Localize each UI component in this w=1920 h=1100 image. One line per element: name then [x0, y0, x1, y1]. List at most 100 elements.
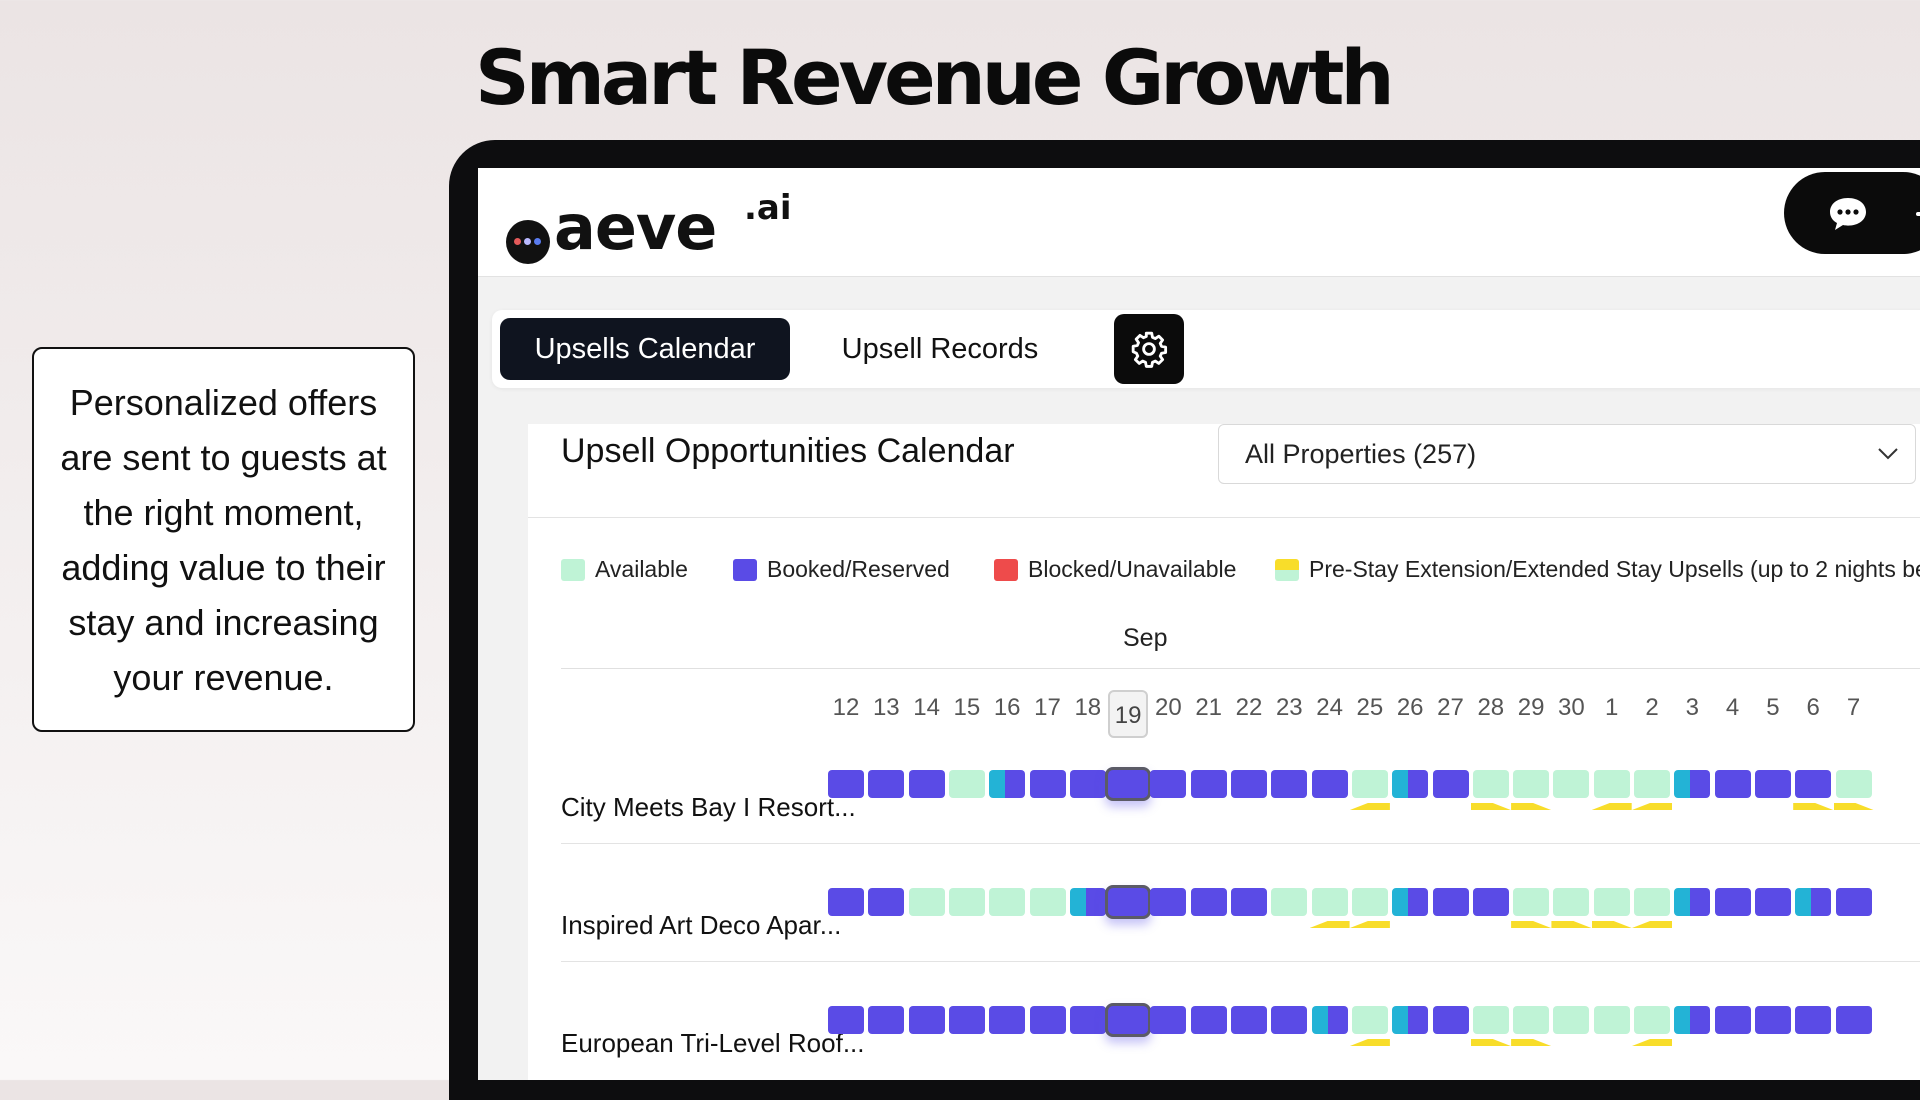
calendar-cell-booked[interactable]	[1190, 1006, 1227, 1034]
calendar-cell-booked[interactable]	[1150, 888, 1187, 916]
calendar-cell-booked[interactable]	[908, 1006, 945, 1034]
property-select[interactable]: All Properties (257)	[1218, 424, 1916, 484]
tab-upsell-records[interactable]: Upsell Records	[841, 332, 1039, 365]
calendar-cell-checkin[interactable]	[1311, 1006, 1348, 1034]
tab-upsells-calendar[interactable]: Upsells Calendar	[500, 318, 790, 380]
upsell-marker[interactable]	[1470, 803, 1511, 810]
calendar-cell-booked[interactable]	[1754, 1006, 1791, 1034]
calendar-cell-booked[interactable]	[1069, 770, 1106, 798]
calendar-cell-booked[interactable]	[1190, 888, 1227, 916]
calendar-cell-booked[interactable]	[1432, 1006, 1469, 1034]
upsell-marker[interactable]	[1309, 921, 1350, 928]
calendar-cell-booked[interactable]	[1105, 1003, 1152, 1037]
settings-button[interactable]	[1114, 314, 1184, 384]
calendar-cell-booked[interactable]	[1231, 770, 1267, 798]
calendar-cell-available[interactable]	[1029, 888, 1066, 916]
calendar-cell-checkin[interactable]	[989, 770, 1026, 798]
calendar-cell-booked[interactable]	[1795, 1006, 1832, 1034]
upsell-marker[interactable]	[1349, 803, 1390, 810]
calendar-cell-booked[interactable]	[1105, 885, 1152, 919]
calendar-cell-booked[interactable]	[868, 888, 905, 916]
calendar-cell-available[interactable]	[1835, 770, 1872, 798]
calendar-cell-available[interactable]	[1553, 1006, 1590, 1034]
calendar-cell-checkin[interactable]	[1069, 888, 1106, 916]
calendar-cell-checkin[interactable]	[1392, 770, 1429, 798]
property-name[interactable]: City Meets Bay I Resort...	[561, 792, 856, 822]
upsell-marker[interactable]	[1511, 921, 1552, 928]
calendar-cell-available[interactable]	[989, 888, 1026, 916]
calendar-cell-booked[interactable]	[1190, 770, 1227, 798]
chat-button[interactable]	[1784, 172, 1920, 254]
upsell-marker[interactable]	[1793, 803, 1834, 810]
calendar-cell-available[interactable]	[1634, 1006, 1670, 1034]
calendar-cell-available[interactable]	[1513, 1006, 1550, 1034]
calendar-cell-booked[interactable]	[1311, 770, 1348, 798]
calendar-cell-booked[interactable]	[948, 1006, 985, 1034]
calendar-cell-booked[interactable]	[908, 770, 945, 798]
upsell-marker[interactable]	[1511, 1039, 1552, 1046]
calendar-cell-available[interactable]	[948, 770, 985, 798]
calendar-cell-booked[interactable]	[1835, 1006, 1872, 1034]
calendar-cell-booked[interactable]	[1754, 770, 1791, 798]
calendar-cell-checkin[interactable]	[1674, 770, 1711, 798]
calendar-cell-booked[interactable]	[1432, 888, 1469, 916]
calendar-cell-booked[interactable]	[1231, 1006, 1267, 1034]
calendar-cell-booked[interactable]	[1714, 888, 1751, 916]
calendar-cell-available[interactable]	[1593, 888, 1630, 916]
calendar-cell-available[interactable]	[1351, 888, 1388, 916]
calendar-cell-booked[interactable]	[1029, 770, 1066, 798]
calendar-cell-booked[interactable]	[1150, 770, 1187, 798]
upsell-marker[interactable]	[1470, 1039, 1511, 1046]
upsell-marker[interactable]	[1511, 803, 1552, 810]
calendar-cell-available[interactable]	[1593, 770, 1630, 798]
calendar-cell-booked[interactable]	[1714, 1006, 1751, 1034]
calendar-cell-checkin[interactable]	[1674, 1006, 1711, 1034]
upsell-marker[interactable]	[1349, 1039, 1390, 1046]
calendar-cell-available[interactable]	[1593, 1006, 1630, 1034]
upsell-marker[interactable]	[1591, 921, 1632, 928]
calendar-cell-available[interactable]	[948, 888, 985, 916]
upsell-marker[interactable]	[1591, 803, 1632, 810]
calendar-cell-available[interactable]	[1634, 888, 1670, 916]
calendar-cell-booked[interactable]	[1231, 888, 1267, 916]
upsell-marker[interactable]	[1551, 921, 1592, 928]
calendar-cell-available[interactable]	[1311, 888, 1348, 916]
calendar-cell-booked[interactable]	[1472, 888, 1509, 916]
calendar-cell-booked[interactable]	[868, 770, 905, 798]
calendar-cell-available[interactable]	[1472, 770, 1509, 798]
calendar-cell-available[interactable]	[1634, 770, 1670, 798]
calendar-cell-booked[interactable]	[868, 1006, 905, 1034]
calendar-cell-booked[interactable]	[1835, 888, 1872, 916]
calendar-cell-available[interactable]	[1351, 770, 1388, 798]
upsell-marker[interactable]	[1632, 921, 1672, 928]
calendar-cell-checkin[interactable]	[1392, 1006, 1429, 1034]
calendar-cell-available[interactable]	[1351, 1006, 1388, 1034]
property-name[interactable]: European Tri-Level Roof...	[561, 1028, 865, 1058]
upsell-marker[interactable]	[1632, 803, 1672, 810]
calendar-cell-available[interactable]	[1553, 888, 1590, 916]
calendar-cell-booked[interactable]	[1714, 770, 1751, 798]
calendar-cell-available[interactable]	[1271, 888, 1308, 916]
property-name[interactable]: Inspired Art Deco Apar...	[561, 910, 842, 940]
calendar-cell-booked[interactable]	[828, 888, 864, 916]
calendar-cell-booked[interactable]	[1271, 770, 1308, 798]
calendar-cell-available[interactable]	[1513, 770, 1550, 798]
calendar-cell-available[interactable]	[908, 888, 945, 916]
calendar-cell-available[interactable]	[1472, 1006, 1509, 1034]
calendar-cell-booked[interactable]	[1754, 888, 1791, 916]
calendar-cell-booked[interactable]	[1069, 1006, 1106, 1034]
calendar-cell-checkin[interactable]	[1795, 888, 1832, 916]
calendar-cell-booked[interactable]	[989, 1006, 1026, 1034]
calendar-cell-booked[interactable]	[1271, 1006, 1308, 1034]
calendar-cell-checkin[interactable]	[1392, 888, 1429, 916]
calendar-cell-booked[interactable]	[828, 1006, 864, 1034]
calendar-cell-booked[interactable]	[1029, 1006, 1066, 1034]
menu-stub-icon[interactable]	[1916, 212, 1920, 216]
upsell-marker[interactable]	[1833, 803, 1874, 810]
calendar-cell-booked[interactable]	[1795, 770, 1832, 798]
calendar-cell-booked[interactable]	[1105, 767, 1152, 801]
calendar-cell-booked[interactable]	[1432, 770, 1469, 798]
upsell-marker[interactable]	[1632, 1039, 1672, 1046]
upsell-marker[interactable]	[1349, 921, 1390, 928]
calendar-cell-checkin[interactable]	[1674, 888, 1711, 916]
